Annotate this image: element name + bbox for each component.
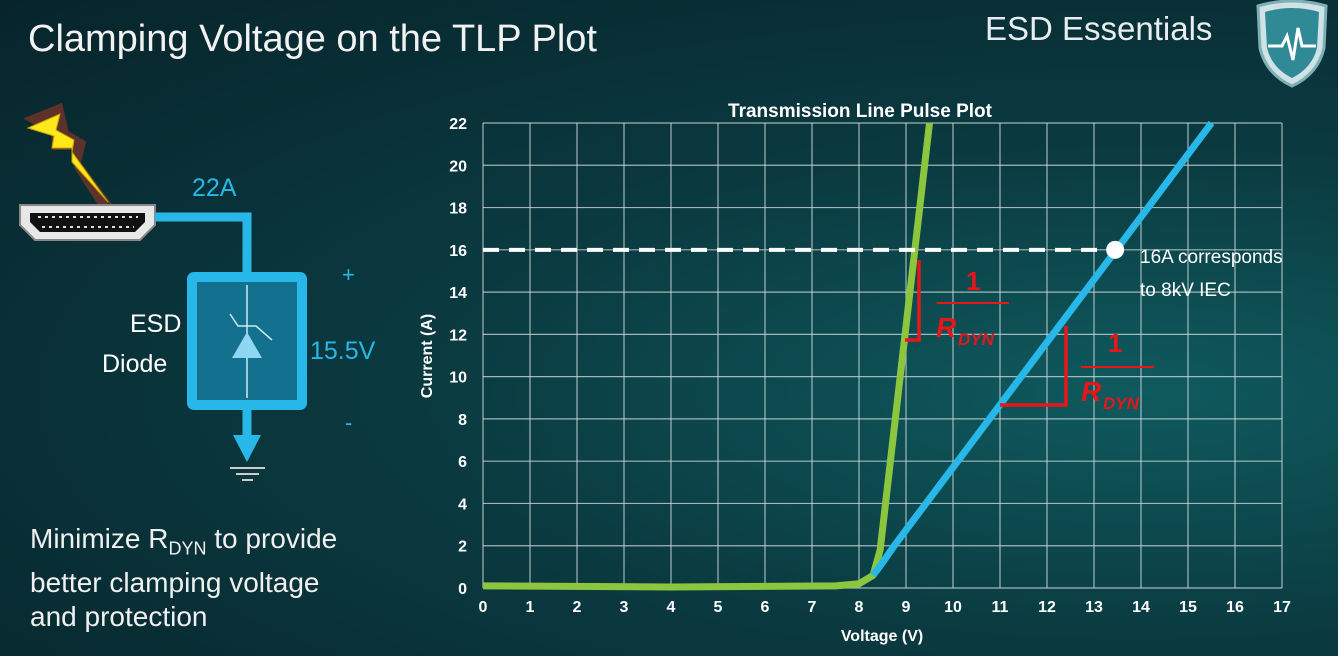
- esd-circuit-diagram: [19, 102, 307, 481]
- x-tick-label: 3: [620, 599, 629, 616]
- y-tick-label: 2: [458, 539, 467, 556]
- slope-label-green: 1 R DYN: [936, 266, 1009, 349]
- annotation-line2: to 8kV IEC: [1140, 280, 1231, 301]
- x-tick-label: 2: [573, 599, 582, 616]
- x-tick-label: 6: [761, 599, 770, 616]
- y-tick-label: 22: [449, 116, 467, 133]
- x-tick-label: 5: [714, 599, 723, 616]
- x-tick-label: 1: [526, 599, 535, 616]
- voltage-label: 15.5V: [310, 337, 376, 365]
- brand-name: ESD Essentials: [985, 10, 1213, 47]
- slope-label-blue: 1 R DYN: [1081, 328, 1154, 413]
- x-tick-label: 9: [902, 599, 911, 616]
- y-tick-label: 6: [458, 454, 467, 471]
- x-tick-label: 12: [1038, 599, 1056, 616]
- device-label-esd: ESD: [130, 310, 182, 338]
- x-tick-label: 17: [1273, 599, 1291, 616]
- current-label: 22A: [192, 174, 237, 202]
- slope-den: R: [1081, 376, 1102, 407]
- y-tick-label: 14: [449, 285, 467, 302]
- plus-sign: +: [342, 262, 355, 287]
- marker-16a: [1106, 240, 1125, 259]
- x-tick-label: 10: [944, 599, 962, 616]
- chart-title: Transmission Line Pulse Plot: [728, 101, 993, 122]
- x-tick-label: 11: [992, 599, 1009, 616]
- x-tick-label: 0: [479, 599, 488, 616]
- x-tick-label: 8: [855, 599, 864, 616]
- y-tick-label: 8: [458, 412, 467, 429]
- summary-sub: DYN: [168, 538, 207, 559]
- x-tick-label: 7: [808, 599, 817, 616]
- y-tick-label: 18: [449, 201, 467, 218]
- slope-sub: DYN: [958, 330, 995, 349]
- y-tick-label: 16: [449, 243, 467, 260]
- y-tick-label: 0: [458, 581, 467, 598]
- hdmi-port-icon: [19, 204, 156, 241]
- fraction-bar: [1081, 366, 1154, 368]
- summary-pre: Minimize R: [30, 523, 169, 554]
- x-tick-label: 14: [1132, 599, 1150, 616]
- lightning-bolt-icon: [23, 102, 115, 208]
- y-tick-label: 12: [449, 327, 467, 344]
- slope-num: 1: [1108, 328, 1122, 358]
- x-tick-label: 4: [667, 599, 676, 616]
- shield-logo-icon: [1256, 0, 1328, 88]
- slope-num: 1: [966, 266, 980, 296]
- y-tick-label: 20: [449, 158, 467, 175]
- y-axis-label: Current (A): [419, 314, 436, 398]
- device-label-diode: Diode: [102, 350, 168, 378]
- x-tick-label: 16: [1226, 599, 1244, 616]
- series-line-2: [870, 120, 1215, 578]
- y-tick-label: 10: [449, 370, 467, 387]
- slope-sub: DYN: [1103, 394, 1140, 413]
- y-tick-label: 4: [458, 496, 467, 513]
- minus-sign: -: [345, 410, 353, 435]
- x-tick-label: 15: [1179, 599, 1197, 616]
- summary-line2: better clamping voltage: [30, 566, 320, 598]
- x-tick-label: 13: [1085, 599, 1103, 616]
- summary-line3: and protection: [30, 600, 208, 632]
- summary-text: Minimize RDYN to provide better clamping…: [30, 522, 337, 634]
- x-axis-label: Voltage (V): [841, 628, 923, 645]
- slope-triangle-green: [905, 260, 921, 342]
- annotation-line1: 16A corresponds: [1140, 247, 1283, 268]
- ground-icon: [230, 467, 265, 481]
- slide-title: Clamping Voltage on the TLP Plot: [28, 18, 597, 60]
- slope-den: R: [936, 312, 957, 343]
- series-line-1: [482, 122, 933, 591]
- fraction-bar: [937, 302, 1009, 304]
- slope-triangle-blue: [1000, 326, 1068, 407]
- summary-post: to provide: [206, 523, 338, 554]
